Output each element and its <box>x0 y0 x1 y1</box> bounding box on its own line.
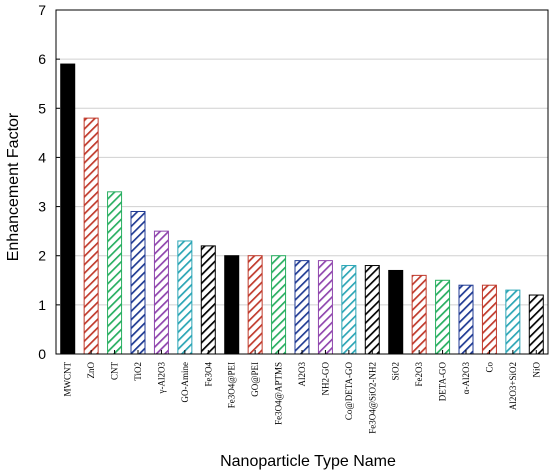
y-tick-label: 6 <box>38 51 46 67</box>
x-tick-labels: MWCNT ZnO CNT TiO2 γ-Al2O3 GO-Amine Fe3O4 Fe3O4… <box>63 361 542 433</box>
bar <box>435 279 451 355</box>
bar <box>224 255 240 355</box>
x-tick-label: Fe3O4@PEI <box>227 362 237 408</box>
bar <box>481 284 497 355</box>
x-tick-label: NiO <box>531 362 541 378</box>
x-tick-label: SiO2 <box>391 362 401 381</box>
x-tick-label: α-Al2O3 <box>461 362 471 395</box>
y-tick-label: 5 <box>38 100 46 116</box>
y-tick-label: 1 <box>38 297 46 313</box>
x-tick-label: Fe3O4@APTMS <box>274 362 284 425</box>
x-tick-label: Co@DETA-GO <box>344 362 354 421</box>
bar <box>294 260 310 355</box>
x-tick-label: Al2O3 <box>297 362 307 387</box>
bar <box>60 63 76 355</box>
bar <box>364 265 380 355</box>
bar <box>177 240 193 355</box>
bar <box>153 230 169 355</box>
bar <box>411 274 427 355</box>
y-tick-label: 3 <box>38 199 46 215</box>
y-tick-label: 0 <box>38 346 46 362</box>
bar <box>317 260 333 355</box>
bar <box>458 284 474 355</box>
x-tick-label: NH2-GO <box>320 362 330 396</box>
x-tick-label: TiO2 <box>133 362 143 381</box>
x-tick-label: CNT <box>110 361 120 380</box>
bar <box>388 269 404 355</box>
x-tick-label: DETA-GO <box>438 362 448 402</box>
bar <box>247 255 263 355</box>
bar <box>107 191 123 355</box>
x-tick-label: MWCNT <box>63 362 73 397</box>
bar <box>271 255 287 355</box>
x-tick-label: Fe3O4@SiO2-NH2 <box>367 362 377 434</box>
x-tick-label: GO-Amine <box>180 362 190 403</box>
bar <box>341 265 357 355</box>
x-axis-label: Nanoparticle Type Name <box>220 453 396 470</box>
plot-frame <box>55 9 549 355</box>
x-tick-label: Al2O3+SiO2 <box>508 362 518 410</box>
x-tick-label: Co <box>484 362 494 373</box>
y-tick-labels: 0 1 2 3 4 5 6 7 <box>38 2 46 362</box>
x-tick-label: Fe2O3 <box>414 362 424 387</box>
x-tick-label: GO@PEI <box>250 362 260 397</box>
bar <box>200 245 216 355</box>
bar <box>83 117 99 355</box>
bars <box>60 63 544 355</box>
y-tick-label: 7 <box>38 2 46 18</box>
x-tick-label: ZnO <box>86 362 96 379</box>
y-tick-label: 2 <box>38 248 46 264</box>
bar <box>130 210 146 355</box>
y-axis-label: Enhancement Factor <box>5 112 22 261</box>
y-tick-label: 4 <box>38 149 46 165</box>
bar <box>505 289 521 355</box>
bar <box>528 294 544 355</box>
x-tick-label: Fe3O4 <box>203 362 213 387</box>
x-tick-label: γ-Al2O3 <box>156 362 166 395</box>
